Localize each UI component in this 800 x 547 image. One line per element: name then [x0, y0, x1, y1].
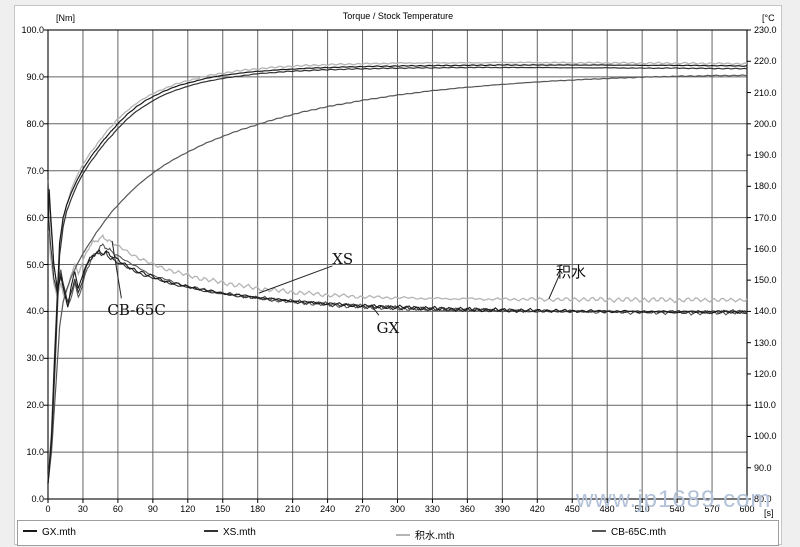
legend-item: XS.mth [204, 527, 256, 538]
chart-title: Torque / Stock Temperature [342, 11, 454, 21]
x-tick-label: 330 [424, 504, 440, 514]
x-tick-label: 30 [77, 504, 88, 514]
x-tick-label: 240 [320, 504, 336, 514]
x-tick-label: 90 [147, 504, 158, 514]
y-right-tick-label: 170.0 [754, 212, 777, 223]
annotation-label: CB-65C [107, 300, 166, 319]
y-right-tick-label: 160.0 [754, 243, 777, 254]
y-left-tick-label: 70.0 [26, 165, 44, 176]
y-left-tick-label: 80.0 [26, 118, 44, 129]
y-left-tick-label: 20.0 [26, 400, 44, 411]
x-tick-label: 390 [494, 504, 510, 514]
x-tick-label: 510 [634, 504, 650, 514]
y-left-tick-label: 100.0 [21, 25, 44, 35]
y-right-tick-label: 180.0 [754, 181, 777, 192]
y-right-tick-label: 210.0 [754, 87, 777, 98]
y-left-tick-label: 0.0 [31, 494, 44, 504]
x-tick-label: 600 [739, 504, 755, 514]
y-right-tick-label: 230.0 [754, 25, 777, 35]
x-tick-label: 120 [180, 504, 196, 514]
legend-line-swatch [23, 530, 37, 533]
chart-panel [14, 5, 782, 545]
legend-label: CB-65C.mth [611, 527, 667, 538]
y-right-tick-label: 110.0 [754, 400, 776, 411]
y-right-tick-label: 100.0 [754, 431, 777, 442]
x-tick-label: 60 [112, 504, 123, 514]
legend-line-swatch [396, 534, 410, 537]
y-left-tick-label: 50.0 [26, 259, 44, 270]
right-axis-unit: [°C [762, 13, 775, 23]
x-tick-label: 570 [704, 504, 720, 514]
y-left-tick-label: 40.0 [26, 306, 44, 317]
legend-label: 积水.mth [415, 531, 455, 542]
y-right-tick-label: 80.0 [754, 494, 772, 504]
y-right-tick-label: 200.0 [754, 118, 777, 129]
y-right-tick-label: 120.0 [754, 368, 777, 379]
annotation-label: 积水 [555, 262, 586, 281]
y-right-tick-label: 140.0 [754, 306, 777, 317]
y-right-tick-label: 130.0 [754, 337, 777, 348]
legend-label: XS.mth [223, 527, 256, 538]
y-right-tick-label: 90.0 [754, 462, 772, 473]
y-left-tick-label: 30.0 [26, 353, 44, 364]
legend-line-swatch [204, 530, 218, 533]
y-right-tick-label: 150.0 [754, 275, 777, 286]
x-tick-label: 0 [45, 504, 51, 514]
legend-item: GX.mth [23, 527, 76, 538]
x-tick-label: 300 [389, 504, 406, 514]
x-tick-label: 540 [669, 504, 685, 514]
x-axis-unit: [s] [764, 508, 774, 518]
legend-line-swatch [592, 530, 606, 533]
x-tick-label: 420 [529, 504, 545, 514]
x-tick-label: 450 [564, 504, 580, 514]
x-tick-label: 150 [215, 504, 231, 514]
x-tick-label: 270 [355, 504, 371, 514]
y-left-tick-label: 60.0 [26, 212, 44, 223]
annotation-label: XS [332, 250, 354, 269]
x-tick-label: 180 [250, 504, 266, 514]
y-left-tick-label: 90.0 [26, 71, 44, 82]
legend-item: 积水.mth [396, 527, 454, 542]
annotation-label: GX [376, 318, 400, 337]
x-tick-label: 480 [599, 504, 615, 514]
legend-label: GX.mth [42, 527, 76, 538]
legend-bar: GX.mth XS.mth 积水.mth CB-65C.mth [17, 520, 779, 546]
y-right-tick-label: 220.0 [754, 56, 777, 67]
y-left-tick-label: 10.0 [26, 447, 44, 458]
left-axis-unit: [Nm] [56, 13, 75, 23]
x-tick-label: 360 [459, 504, 475, 514]
watermark: www.jp1689.com [576, 486, 772, 513]
y-right-tick-label: 190.0 [754, 150, 777, 161]
legend-item: CB-65C.mth [592, 527, 666, 538]
x-tick-label: 210 [285, 504, 301, 514]
